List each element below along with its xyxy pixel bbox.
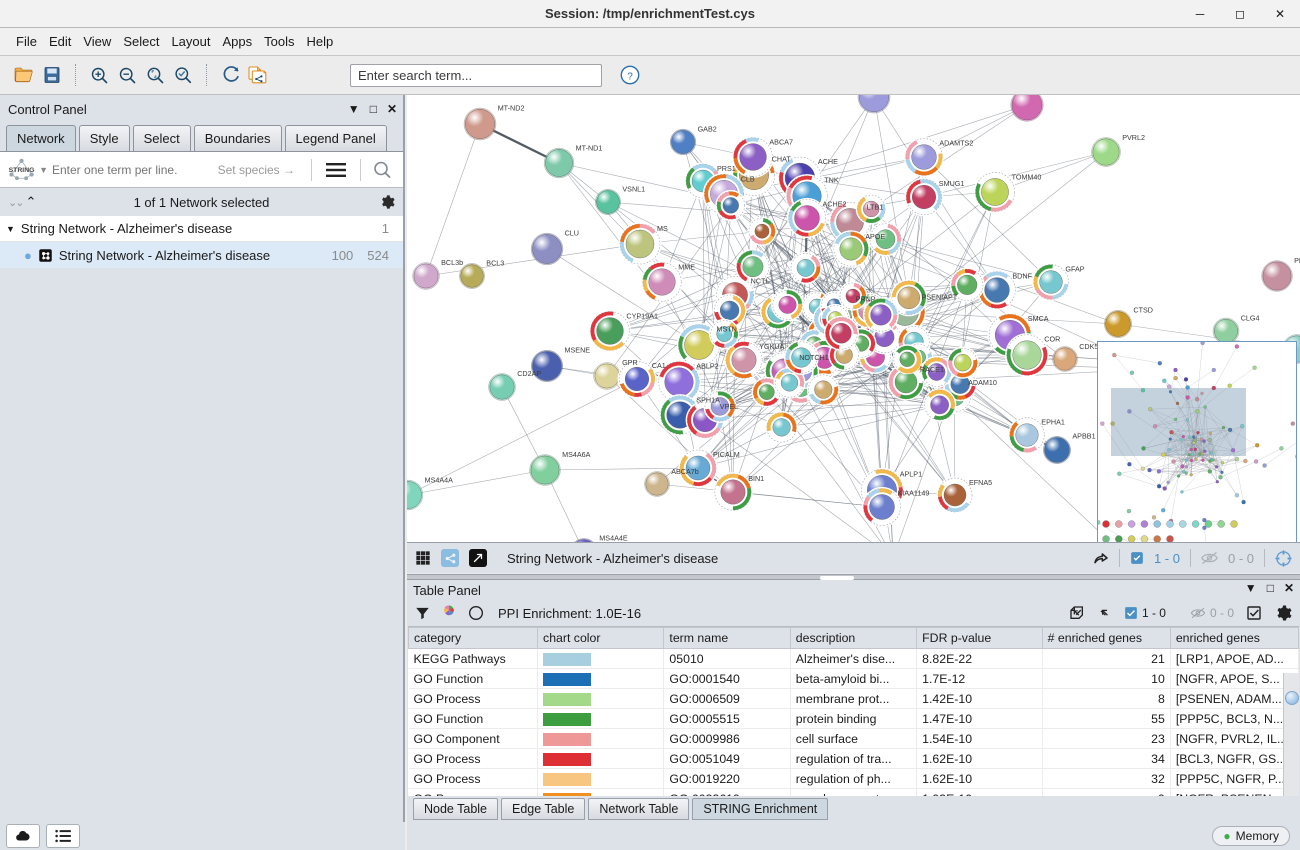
svg-text:CD2AP: CD2AP: [517, 369, 541, 378]
svg-text:APBB1: APBB1: [1072, 432, 1095, 441]
svg-text:APOE: APOE: [865, 232, 885, 241]
svg-text:CDK5: CDK5: [1079, 342, 1098, 351]
svg-text:MSTN: MSTN: [717, 325, 737, 334]
svg-text:MS4A6A: MS4A6A: [562, 450, 591, 459]
svg-text:SMUG1: SMUG1: [939, 179, 965, 188]
svg-text:ADAMTS2: ADAMTS2: [939, 139, 973, 148]
svg-text:VSNL1: VSNL1: [622, 185, 645, 194]
svg-text:PVRL2: PVRL2: [1122, 133, 1145, 142]
svg-text:SMCA: SMCA: [1028, 314, 1049, 323]
svg-text:BCL3: BCL3: [486, 259, 504, 268]
svg-text:COR: COR: [1044, 335, 1060, 344]
svg-text:ABCA7: ABCA7: [769, 138, 793, 147]
svg-text:VPEL: VPEL: [720, 402, 738, 411]
svg-text:ACHE: ACHE: [818, 157, 838, 166]
svg-text:GFAP: GFAP: [1065, 265, 1084, 274]
svg-text:CLU: CLU: [565, 228, 579, 237]
svg-text:MS: MS: [657, 224, 668, 233]
svg-text:TNK: TNK: [824, 176, 839, 185]
svg-text:YGKUA: YGKUA: [759, 342, 784, 351]
svg-text:MME: MME: [678, 263, 695, 272]
svg-text:CTSD: CTSD: [1133, 306, 1153, 315]
svg-text:?: ?: [627, 72, 633, 83]
svg-text:STRING: STRING: [9, 166, 35, 173]
svg-text:PRS1: PRS1: [717, 164, 736, 173]
svg-text:SPH1A: SPH1A: [696, 396, 720, 405]
svg-text:CA1: CA1: [652, 361, 666, 370]
svg-text:BCL3b: BCL3b: [441, 258, 463, 267]
svg-text:GPR: GPR: [622, 358, 638, 367]
svg-text:MS4A4A: MS4A4A: [425, 475, 454, 484]
svg-text:PHF1: PHF1: [1294, 256, 1300, 265]
svg-text:PRNP: PRNP: [856, 294, 876, 303]
svg-text:CYP19A1: CYP19A1: [626, 312, 658, 321]
svg-text:ADAM10: ADAM10: [968, 378, 997, 387]
svg-text:BIN1: BIN1: [748, 474, 764, 483]
svg-text:ABCA7b: ABCA7b: [671, 467, 699, 476]
svg-text:PSENIAPT: PSENIAPT: [922, 292, 958, 301]
svg-text:LTB1: LTB1: [867, 202, 884, 211]
svg-text:TOMM40: TOMM40: [1012, 172, 1042, 181]
svg-text:MS4A4E: MS4A4E: [599, 534, 628, 543]
svg-text:EFNA5: EFNA5: [969, 478, 992, 487]
svg-text:MT-ND1: MT-ND1: [576, 143, 603, 152]
svg-text:NOTCH1: NOTCH1: [799, 353, 829, 362]
svg-text:BDNF: BDNF: [1012, 272, 1032, 281]
svg-text:EPHA1: EPHA1: [1041, 418, 1065, 427]
svg-text:RACE1: RACE1: [920, 365, 944, 374]
svg-text:CLB: CLB: [741, 174, 755, 183]
svg-text:GAB2: GAB2: [698, 124, 717, 133]
svg-text:MSENE: MSENE: [565, 346, 591, 355]
svg-text:CLG4: CLG4: [1241, 313, 1260, 322]
svg-text:MT-ND2: MT-ND2: [498, 103, 525, 112]
svg-text:ACHE2: ACHE2: [823, 200, 847, 209]
svg-text:PICALM: PICALM: [713, 450, 740, 459]
svg-text:KIAA1149: KIAA1149: [898, 489, 930, 498]
svg-text:NCTL: NCTL: [751, 276, 770, 285]
svg-text:APLP1: APLP1: [900, 469, 922, 478]
svg-text:ABLP2: ABLP2: [696, 362, 718, 371]
svg-text:CHAT: CHAT: [772, 154, 792, 163]
